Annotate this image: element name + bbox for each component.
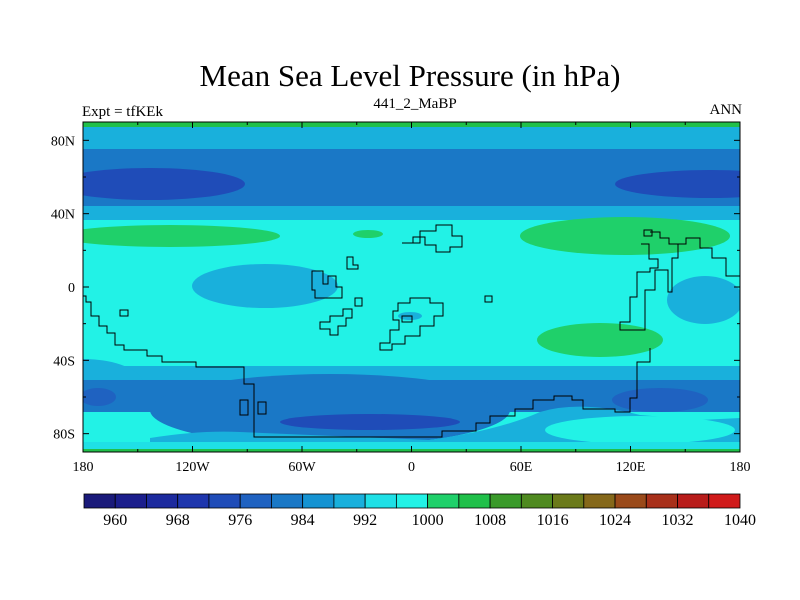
coast-island-3 xyxy=(119,309,129,317)
colorbar-label: 1016 xyxy=(537,512,569,529)
colorbar-swatch xyxy=(458,493,491,509)
colorbar-label: 1000 xyxy=(412,512,444,529)
coast-africa xyxy=(379,297,444,351)
colorbar-label: 1040 xyxy=(724,512,756,529)
colorbar-swatch xyxy=(708,493,741,509)
colorbar-label: 984 xyxy=(291,512,315,529)
colorbar-swatch xyxy=(208,493,241,509)
colorbar-label: 960 xyxy=(103,512,127,529)
low-tropical-east xyxy=(667,276,740,324)
chart-title: Mean Sea Level Pressure (in hPa) xyxy=(199,58,621,93)
coast-asia xyxy=(619,243,679,331)
coast-island-5 xyxy=(239,399,249,416)
x-tick-label: 0 xyxy=(408,460,415,475)
colorbar-swatch xyxy=(302,493,335,509)
y-tick-label: 40S xyxy=(53,354,75,369)
colorbar-swatch xyxy=(146,493,179,509)
coast-island-7 xyxy=(401,315,413,323)
low-north-pacific xyxy=(615,170,740,198)
colorbar-label: 1008 xyxy=(474,512,506,529)
x-tick-label: 180 xyxy=(73,460,94,475)
low-south-east xyxy=(612,388,708,412)
high-north-pacific xyxy=(520,217,730,255)
colorbar-swatch xyxy=(395,493,429,509)
colorbar-swatch xyxy=(427,493,460,509)
colorbar-swatch xyxy=(520,493,553,509)
coast-island-6 xyxy=(257,401,267,415)
pressure-field xyxy=(83,122,740,452)
colorbar-label: 968 xyxy=(166,512,190,529)
coastlines xyxy=(83,224,740,438)
y-tick-label: 80S xyxy=(53,428,75,443)
coast-island-4 xyxy=(354,297,363,307)
x-tick-label: 120W xyxy=(175,460,210,475)
colorbar: 960 968 976 984 992 1000 1008 1016 1024 1032 1040 xyxy=(83,493,756,529)
y-tick-label: 40N xyxy=(51,208,75,223)
coast-island-8 xyxy=(643,229,653,237)
coast-australia xyxy=(650,231,740,277)
x-tick-label: 120E xyxy=(616,460,646,475)
x-tick-label: 180 xyxy=(730,460,751,475)
colorbar-swatch xyxy=(489,493,522,509)
coast-south-america xyxy=(319,308,353,336)
x-tick-label: 60W xyxy=(288,460,316,475)
coast-island-1 xyxy=(346,256,359,270)
colorbar-swatch xyxy=(83,493,116,509)
colorbar-swatch xyxy=(677,493,710,509)
colorbar-swatch xyxy=(239,493,272,509)
colorbar-swatch xyxy=(645,493,678,509)
high-north-island xyxy=(353,230,383,238)
band-arctic-light xyxy=(83,127,740,149)
high-south-pacific xyxy=(537,323,663,357)
coast-island-2 xyxy=(484,295,493,303)
high-north-atlantic xyxy=(83,225,280,247)
colorbar-swatch xyxy=(177,493,210,509)
colorbar-swatch xyxy=(271,493,304,509)
colorbar-swatch xyxy=(552,493,585,509)
colorbar-label: 1024 xyxy=(599,512,631,529)
colorbar-swatch xyxy=(583,493,616,509)
y-tick-label: 80N xyxy=(51,134,75,149)
low-tropical-west xyxy=(192,264,338,308)
antarctic-high xyxy=(545,416,735,444)
colorbar-swatch xyxy=(364,493,397,509)
colorbar-label: 992 xyxy=(353,512,377,529)
y-tick-label: 0 xyxy=(68,281,75,296)
band-north-mid xyxy=(83,206,740,220)
low-antarctic-trough xyxy=(280,414,460,430)
low-south-west xyxy=(83,388,116,406)
low-north-atlantic xyxy=(83,168,245,200)
coast-central-america xyxy=(311,270,343,299)
coast-americas xyxy=(83,295,651,438)
season-label: ANN xyxy=(709,102,743,118)
colorbar-swatch xyxy=(114,493,147,509)
colorbar-label: 976 xyxy=(228,512,252,529)
experiment-label: Expt = tfKEk xyxy=(82,104,163,120)
coast-north-africa xyxy=(402,224,463,253)
colorbar-swatch xyxy=(614,493,647,509)
colorbar-swatch xyxy=(333,493,366,509)
colorbar-label: 1032 xyxy=(662,512,694,529)
axes: 180 120W 60W 0 60E 120E 180 80N 40N 0 40S 80S xyxy=(51,122,751,475)
x-tick-label: 60E xyxy=(510,460,533,475)
case-label: 441_2_MaBP xyxy=(373,96,457,112)
